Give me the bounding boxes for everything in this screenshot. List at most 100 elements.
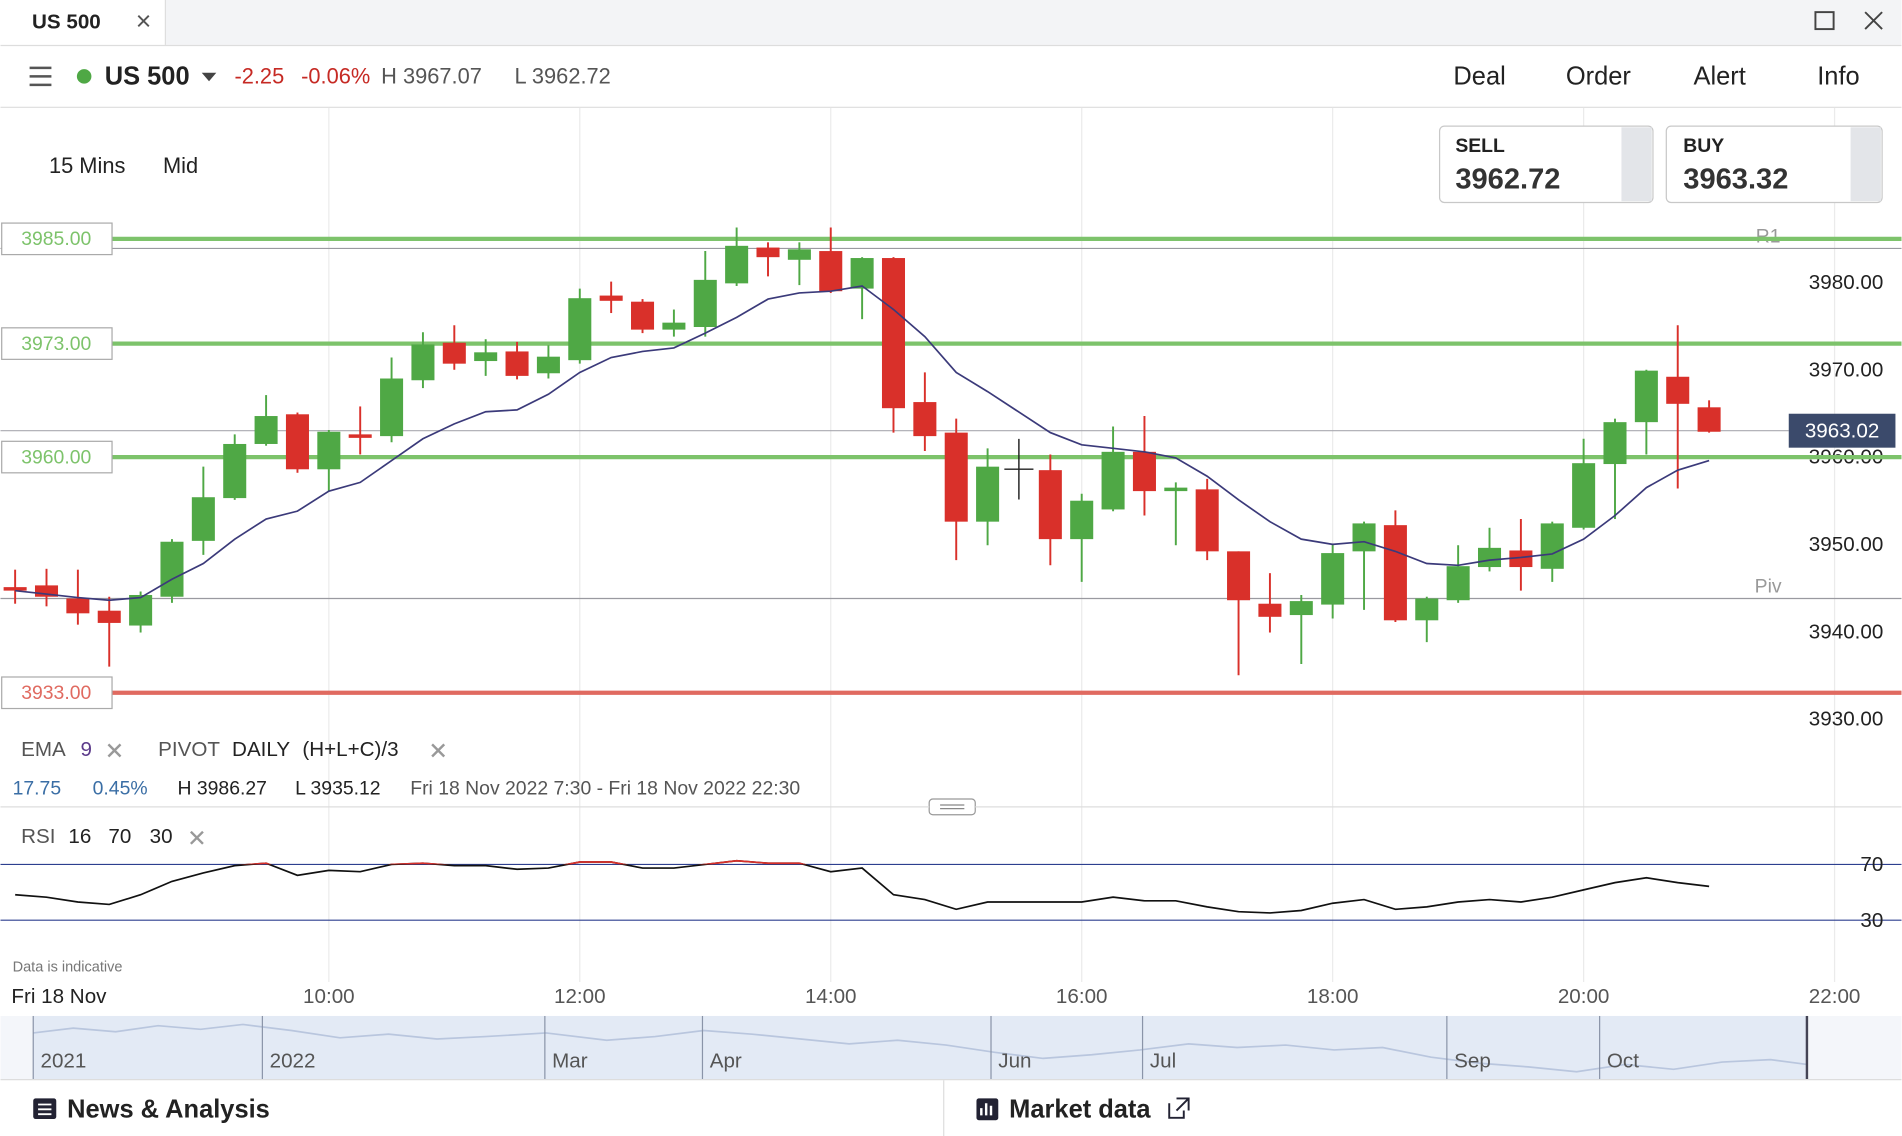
tab-close[interactable]: × (136, 6, 152, 36)
news-link[interactable]: News & Analysis (67, 1095, 270, 1123)
level-box (1, 327, 113, 360)
buy-box[interactable] (1665, 125, 1883, 204)
navigator-label: Jun (998, 1049, 1031, 1072)
remove-icon[interactable] (431, 743, 446, 758)
navigator-labels: 2021 2022 Mar Apr Jun Jul Sep Oct (32, 1015, 1639, 1080)
low: L 3962.72 (515, 63, 611, 88)
level-label: 3973.00 (21, 333, 91, 355)
y-tick-label: 3930.00 (1809, 708, 1884, 731)
crosshair (1004, 438, 1034, 500)
rsi-label: RSI (21, 825, 55, 848)
candle-body (254, 416, 278, 444)
y-tick-label: 3970.00 (1809, 358, 1884, 381)
candle-body (505, 351, 529, 376)
candle-body (1540, 523, 1564, 569)
candle-body (1070, 500, 1094, 540)
navigator-label: Jul (1150, 1049, 1176, 1072)
candle-body (913, 402, 937, 437)
price-type[interactable]: Mid (163, 153, 198, 178)
candle-body (536, 356, 560, 374)
menu-order[interactable]: Order (1566, 62, 1632, 90)
candle-body (411, 344, 435, 381)
navigator-label: Sep (1454, 1049, 1491, 1072)
candle-body (725, 245, 749, 284)
candle-body (474, 352, 498, 362)
maximize-icon[interactable] (1814, 11, 1835, 31)
stat-low: L 3935.12 (295, 777, 380, 799)
navigator-label: Mar (552, 1049, 588, 1072)
candle-body (1446, 566, 1470, 601)
close-icon[interactable] (1864, 11, 1883, 30)
rsi-param: 30 (150, 825, 173, 848)
sell-box[interactable] (1438, 125, 1654, 204)
menu-deal[interactable]: Deal (1453, 62, 1505, 90)
menu-info[interactable]: Info (1817, 62, 1859, 90)
candle-body (1666, 376, 1690, 404)
resize-handle[interactable] (928, 798, 976, 816)
price-tag (1788, 413, 1896, 448)
candle-body (1132, 451, 1156, 492)
candle-body (34, 585, 59, 597)
candle-body (66, 598, 90, 614)
candle-body (1572, 463, 1596, 528)
candle-body (285, 414, 309, 470)
plot: 10:00 12:00 14:00 16:00 18:00 20:00 22:00 3930.… (0, 107, 1902, 1008)
sell-box-strip (1621, 127, 1652, 202)
remove-icon[interactable] (107, 743, 122, 758)
sell-price: 3962.72 (1455, 163, 1560, 195)
candle-body (568, 298, 592, 361)
x-tick-label: 20:00 (1558, 985, 1610, 1008)
buy-box-strip (1850, 127, 1881, 202)
menu-icon[interactable] (29, 66, 52, 87)
market-link[interactable]: Market data (1009, 1095, 1151, 1123)
stat-range: Fri 18 Nov 2022 7:30 - Fri 18 Nov 2022 2… (410, 777, 800, 799)
external-icon (1168, 1097, 1190, 1119)
tab[interactable] (0, 0, 166, 47)
candle-body (380, 378, 404, 437)
menu-alert[interactable]: Alert (1693, 62, 1745, 90)
x-tick-label: 16:00 (1056, 985, 1108, 1008)
candle-body (1603, 422, 1627, 465)
stat-change: 17.75 (13, 777, 62, 799)
market-icon-bars (980, 1103, 993, 1116)
tab-title: US 500 (32, 10, 101, 33)
candle-body (787, 249, 811, 260)
level-label: 3933.00 (21, 682, 91, 704)
candle-body (599, 295, 623, 301)
pivot-label: PIVOT (158, 738, 220, 761)
stat-change-pct: 0.45% (93, 777, 148, 799)
navigator-window[interactable] (33, 1015, 1807, 1080)
interval[interactable]: 15 Mins (49, 153, 125, 178)
ema-period: 9 (81, 738, 92, 761)
disclaimer: Data is indicative (13, 959, 123, 975)
x-tick-label: 22:00 (1809, 985, 1861, 1008)
candle-body (223, 443, 247, 499)
candle-body (1195, 489, 1219, 552)
resize-grip (940, 804, 965, 810)
rsi-tick-label: 70 (1860, 853, 1883, 876)
y-tick-label: 3950.00 (1809, 533, 1884, 556)
sell-label: SELL (1455, 135, 1505, 157)
price-tag-label: 3963.02 (1805, 419, 1879, 442)
buy-price: 3963.32 (1683, 163, 1788, 195)
candle-body (1164, 487, 1188, 492)
status-dot (76, 69, 92, 84)
navigator-label: Oct (1607, 1049, 1639, 1072)
instrument[interactable]: US 500 (105, 62, 190, 90)
remove-icon[interactable] (189, 830, 204, 845)
pivot-label: Piv (1755, 576, 1782, 598)
x-tick-label: 10:00 (303, 985, 355, 1008)
candle-body (442, 342, 466, 364)
candle-body (97, 610, 121, 623)
tab-bar (0, 0, 1902, 45)
candle-body (1321, 553, 1345, 605)
candle-body (160, 541, 184, 597)
y-tick-label: 3980.00 (1809, 271, 1884, 294)
rsi-param: 16 (68, 825, 91, 848)
ema-label: EMA (21, 738, 66, 761)
x-tick-label: 14:00 (805, 985, 857, 1008)
navigator-sparkline (33, 1023, 1808, 1073)
candle-body (693, 279, 717, 328)
dropdown-icon[interactable] (201, 72, 217, 82)
level-box (1, 676, 113, 710)
